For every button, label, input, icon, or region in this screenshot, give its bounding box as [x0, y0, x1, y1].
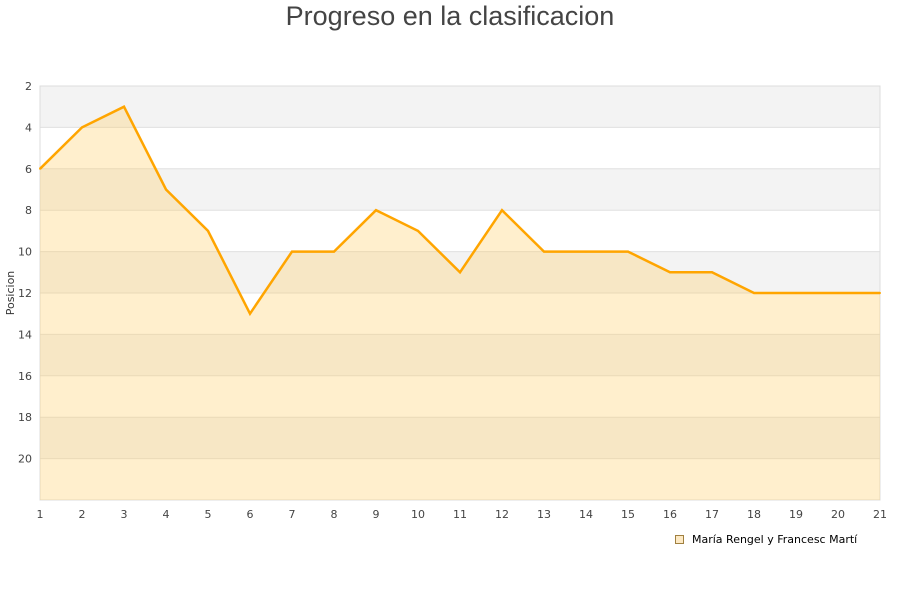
- data-point: [753, 292, 755, 294]
- legend: María Rengel y Francesc Martí: [675, 533, 857, 546]
- data-point: [249, 312, 251, 315]
- grid-band: [40, 86, 880, 128]
- legend-label: María Rengel y Francesc Martí: [692, 533, 858, 546]
- data-point: [585, 250, 587, 253]
- y-tick-label: 20: [18, 453, 32, 466]
- area-fill: [40, 106, 880, 500]
- grid-band: [40, 210, 880, 252]
- grid-band: [40, 293, 880, 335]
- y-tick-label: 8: [25, 204, 32, 217]
- y-tick-label: 14: [18, 328, 32, 341]
- x-tick-label: 11: [453, 508, 467, 521]
- x-tick-label: 19: [789, 508, 803, 521]
- data-point: [669, 271, 671, 274]
- x-tick-label: 17: [705, 508, 719, 521]
- data-point: [417, 229, 419, 232]
- grid-band: [40, 458, 880, 500]
- data-point: [879, 292, 881, 294]
- y-tick-label: 16: [18, 370, 32, 383]
- data-point: [375, 209, 377, 212]
- y-tick-label: 18: [18, 411, 32, 424]
- y-tick-label: 2: [25, 80, 32, 93]
- x-tick-label: 8: [331, 508, 338, 521]
- data-point: [291, 250, 293, 253]
- grid-band: [40, 417, 880, 459]
- x-tick-label: 5: [205, 508, 212, 521]
- x-tick-label: 20: [831, 508, 845, 521]
- x-tick-label: 6: [247, 508, 254, 521]
- data-point: [837, 292, 839, 294]
- data-point: [501, 209, 503, 212]
- grid-band: [40, 127, 880, 169]
- data-point: [207, 229, 209, 232]
- x-tick-label: 3: [121, 508, 128, 521]
- legend-swatch: [675, 535, 684, 544]
- chart-title: Progreso en la clasificacion: [285, 1, 615, 31]
- data-point: [165, 188, 167, 191]
- grid-band: [40, 375, 880, 418]
- x-tick-label: 1: [37, 508, 44, 521]
- x-tick-label: 15: [621, 508, 635, 521]
- y-axis-label: Posicion: [4, 271, 17, 316]
- data-point: [543, 250, 545, 253]
- x-tick-label: 13: [537, 508, 551, 521]
- data-point: [627, 250, 629, 253]
- y-tick-label: 12: [18, 287, 32, 300]
- x-tick-label: 7: [289, 508, 296, 521]
- data-point: [39, 167, 41, 170]
- y-tick-label: 10: [18, 246, 32, 259]
- x-tick-label: 21: [873, 508, 887, 521]
- y-tick-label: 6: [25, 163, 32, 176]
- y-tick-label: 4: [25, 121, 32, 134]
- x-tick-label: 12: [495, 508, 509, 521]
- x-tick-label: 2: [79, 508, 86, 521]
- x-tick-label: 9: [373, 508, 380, 521]
- data-point: [711, 271, 713, 274]
- data-point: [333, 250, 335, 253]
- x-tick-label: 14: [579, 508, 593, 521]
- x-tick-label: 4: [163, 508, 170, 521]
- data-point: [459, 271, 461, 274]
- data-point: [795, 292, 797, 294]
- grid-band: [40, 334, 880, 376]
- x-tick-label: 18: [747, 508, 761, 521]
- data-point: [81, 126, 83, 129]
- x-tick-label: 16: [663, 508, 677, 521]
- data-point: [123, 105, 125, 108]
- x-tick-label: 10: [411, 508, 425, 521]
